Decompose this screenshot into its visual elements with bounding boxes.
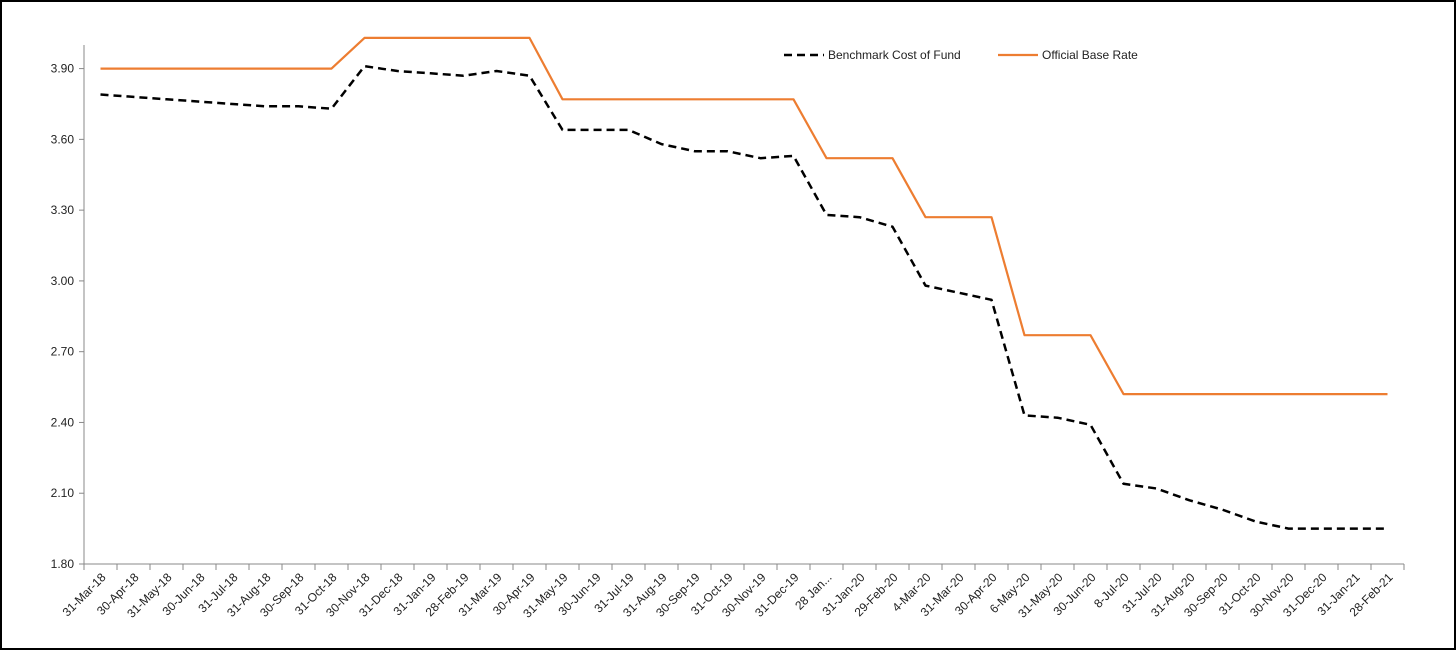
official-base-rate-line: [100, 36, 1388, 396]
legend-label: Official Base Rate: [1042, 48, 1138, 62]
series-layer: [100, 36, 1388, 530]
benchmark-cost-of-fund-line: [100, 64, 1388, 530]
y-tick-label: 3.00: [51, 274, 75, 288]
legend-label: Benchmark Cost of Fund: [828, 48, 961, 62]
x-axis: 31-Mar-1830-Apr-1831-May-1830-Jun-1831-J…: [60, 563, 1405, 621]
y-axis: 1.80 2.10 2.40 2.70 3.00 3.30 3.60 3.90: [51, 45, 85, 571]
y-tick-label: 1.80: [51, 557, 75, 571]
y-tick-label: 3.60: [51, 132, 75, 146]
y-tick-label: 3.90: [51, 62, 75, 76]
legend: Benchmark Cost of Fund Official Base Rate: [784, 48, 1138, 62]
y-tick-label: 2.70: [51, 345, 75, 359]
y-tick-label: 2.10: [51, 486, 75, 500]
y-tick-label: 3.30: [51, 203, 75, 217]
y-tick-label: 2.40: [51, 415, 75, 429]
